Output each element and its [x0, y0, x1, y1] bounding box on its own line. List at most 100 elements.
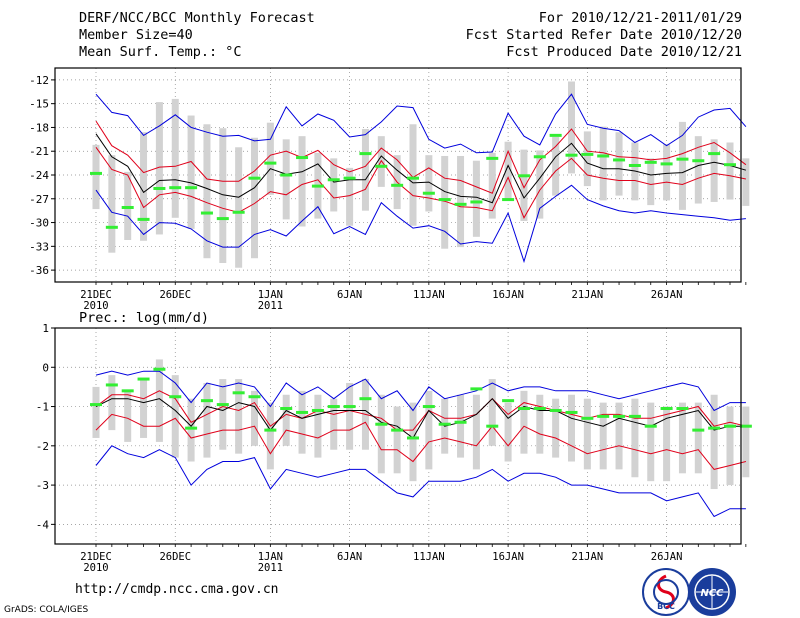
observation-marker: [216, 217, 229, 221]
observation-marker: [280, 173, 293, 177]
ensemble-box: [441, 155, 449, 249]
x-tick-label: 11JAN: [413, 551, 445, 563]
ensemble-box: [409, 402, 417, 482]
observation-marker: [517, 174, 530, 178]
blue-high-line: [95, 93, 747, 154]
observation-marker: [692, 159, 705, 163]
ensemble-box: [726, 406, 734, 486]
observation-marker: [280, 407, 293, 411]
observation-marker: [470, 387, 483, 391]
observation-marker: [343, 176, 356, 180]
ensemble-mean-line: [95, 397, 746, 439]
x-tick-sublabel: 2010: [83, 300, 108, 312]
y-tick-label: -27: [29, 193, 49, 206]
ensemble-box: [742, 406, 750, 478]
x-tick-label: 26JAN: [651, 551, 683, 563]
grads-credit: GrADS: COLA/IGES: [4, 605, 89, 615]
blue-low-line: [95, 184, 746, 264]
y-tick-label: -24: [29, 169, 49, 182]
observation-marker: [375, 164, 388, 168]
observation-marker: [137, 217, 150, 221]
observation-marker: [470, 200, 483, 204]
produced-date: Fcst Produced Date 2010/12/21: [506, 44, 742, 60]
ensemble-box: [615, 132, 623, 196]
ensemble-box: [520, 390, 528, 454]
ensemble-box: [298, 390, 306, 454]
ensemble-box: [694, 136, 702, 204]
ensemble-box: [282, 394, 290, 446]
y-tick-label: 1: [42, 322, 49, 335]
ensemble-box: [425, 155, 433, 212]
y-tick-label: -3: [36, 479, 49, 492]
ensemble-box: [187, 398, 195, 462]
ensemble-box: [155, 102, 163, 235]
observation-marker: [185, 426, 198, 430]
ensemble-box: [155, 359, 163, 442]
observation-marker: [296, 410, 309, 414]
ensemble-box: [314, 394, 322, 458]
observation-marker: [454, 420, 467, 424]
ensemble-box: [710, 394, 718, 490]
ensemble-box: [504, 402, 512, 462]
observation-marker: [264, 428, 277, 432]
ensemble-box: [726, 142, 734, 200]
observation-marker: [90, 171, 102, 175]
observation-marker: [597, 154, 610, 158]
x-tick-label: 1JAN: [258, 551, 283, 563]
footer-url[interactable]: http://cmdp.ncc.cma.gov.cn: [75, 582, 279, 597]
observation-marker: [502, 399, 515, 403]
ensemble-box: [108, 155, 116, 253]
observation-marker: [105, 225, 118, 229]
y-tick-label: -18: [29, 121, 49, 134]
ensemble-box: [330, 398, 338, 450]
observation-marker: [200, 399, 213, 403]
ensemble-box: [377, 394, 385, 474]
ensemble-box: [599, 126, 607, 201]
ensemble-box: [266, 122, 274, 195]
observation-marker: [248, 395, 261, 399]
ensemble-box: [647, 402, 655, 482]
ensemble-mean-line: [95, 133, 747, 204]
observation-marker: [724, 163, 736, 167]
observation-marker: [264, 161, 277, 165]
observation-marker: [90, 403, 102, 407]
observation-marker: [121, 389, 134, 393]
ensemble-box: [140, 379, 148, 438]
ensemble-box: [583, 131, 591, 187]
y-tick-label: -4: [36, 518, 50, 531]
ensemble-box: [678, 402, 686, 474]
observation-marker: [581, 152, 594, 156]
observation-marker: [200, 211, 213, 215]
observation-marker: [153, 367, 166, 371]
observation-marker: [185, 186, 198, 190]
ensemble-box: [488, 379, 496, 446]
y-tick-label: -21: [29, 145, 49, 158]
observation-marker: [216, 403, 229, 407]
observation-marker: [708, 152, 721, 156]
ensemble-box: [219, 128, 227, 263]
x-tick-label: 6JAN: [337, 289, 362, 301]
observation-marker: [105, 383, 118, 387]
ensemble-box: [742, 158, 750, 206]
ensemble-box: [472, 160, 480, 237]
ensemble-box: [124, 390, 132, 442]
y-tick-label: -2: [36, 440, 49, 453]
observation-marker: [660, 162, 673, 166]
ensemble-box: [219, 379, 227, 450]
ensemble-box: [663, 406, 671, 482]
x-tick-label: 1JAN: [258, 289, 283, 301]
observation-marker: [486, 424, 499, 428]
ensemble-box: [409, 124, 417, 226]
observation-marker: [311, 408, 324, 412]
ensemble-box: [298, 136, 306, 227]
blue-low-line: [95, 445, 746, 518]
observation-marker: [343, 405, 356, 409]
observation-marker: [359, 152, 372, 156]
start-date: Fcst Started Refer Date 2010/12/20: [465, 27, 742, 43]
chart-title: DERF/NCC/BCC Monthly Forecast: [79, 10, 315, 26]
observation-marker: [407, 436, 419, 440]
observation-marker: [296, 156, 309, 160]
ensemble-box: [520, 149, 528, 221]
observation-marker: [232, 210, 245, 214]
